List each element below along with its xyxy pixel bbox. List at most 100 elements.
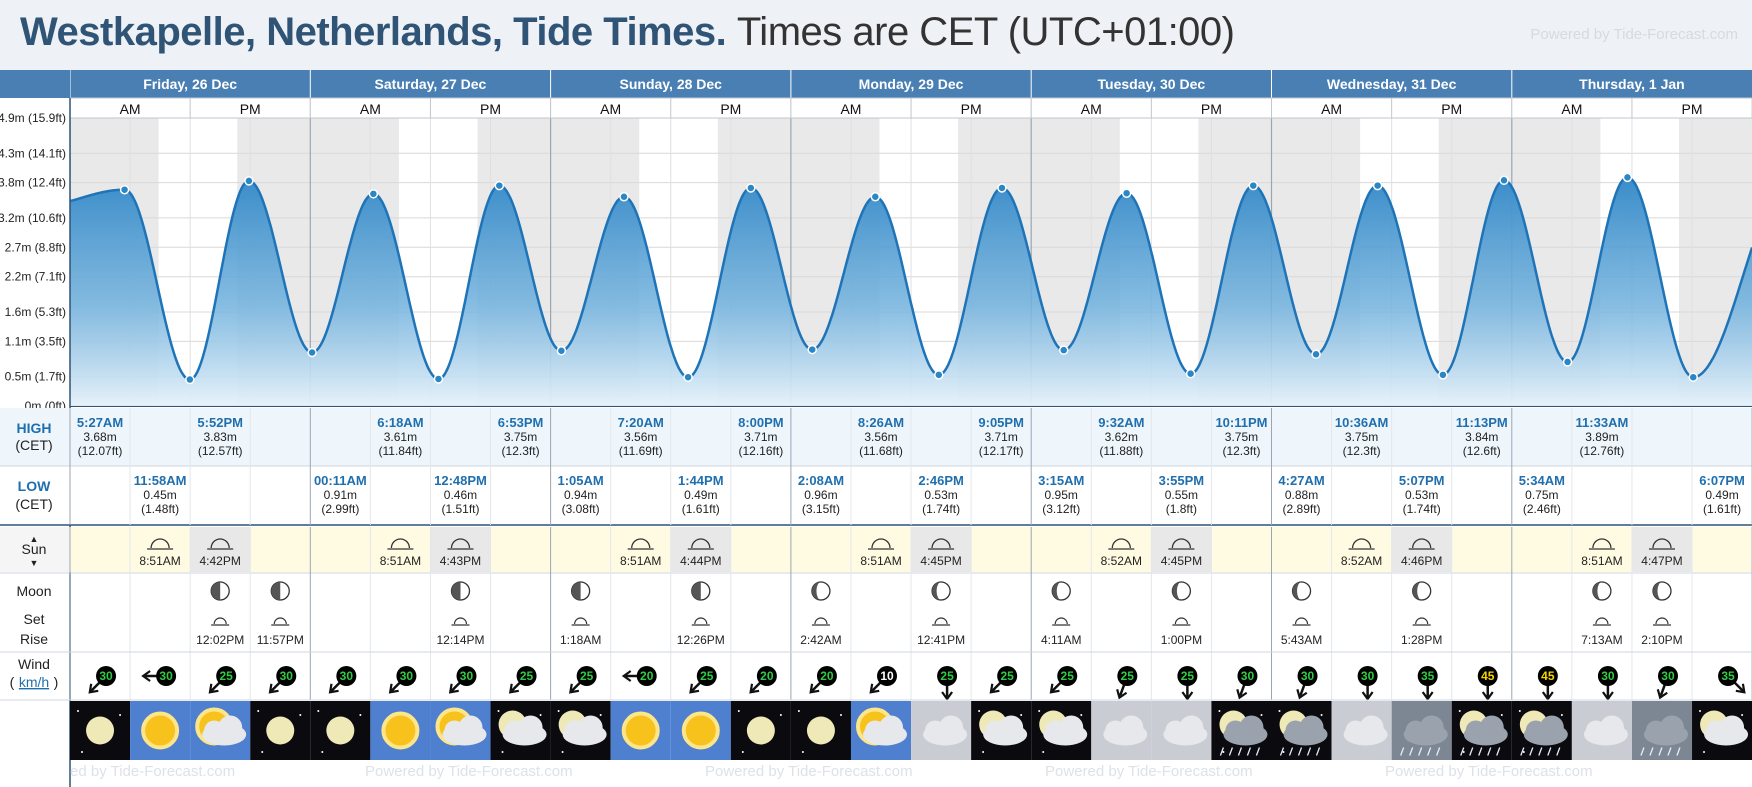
tide-point-high bbox=[244, 176, 254, 186]
am-label: AM bbox=[840, 101, 861, 117]
wind-arrow-icon bbox=[1049, 681, 1062, 694]
powered-by-bottom[interactable]: Powered by Tide-Forecast.com bbox=[1045, 763, 1253, 780]
high-tide-height-ft: (12.3ft) bbox=[1222, 444, 1260, 458]
y-tick-label: 4.9m (15.9ft) bbox=[0, 111, 66, 125]
low-tide-time: 12:48PM bbox=[434, 473, 487, 488]
wind-arrow-icon bbox=[508, 681, 522, 694]
sun-icon bbox=[381, 711, 420, 750]
paren-close: ) bbox=[54, 674, 59, 690]
tide-point-high bbox=[746, 183, 756, 193]
wind-arrow-head bbox=[1236, 689, 1248, 700]
high-tide-height-ft: (12.07ft) bbox=[78, 444, 123, 458]
high-tide-time: 9:32AM bbox=[1098, 415, 1144, 430]
wind-speed: 20 bbox=[640, 669, 654, 683]
pm-label: PM bbox=[1441, 101, 1462, 117]
moon-rise-label: Rise bbox=[20, 631, 48, 647]
wind-speed: 25 bbox=[1000, 669, 1014, 683]
high-tide-time: 5:27AM bbox=[77, 415, 123, 430]
high-tide-time: 8:26AM bbox=[858, 415, 904, 430]
moon-event-time: 7:13AM bbox=[1581, 633, 1622, 647]
low-tide-time: 00:11AM bbox=[314, 473, 367, 488]
wind-speed-badge bbox=[1597, 666, 1618, 686]
cloud-icon bbox=[1720, 715, 1745, 740]
y-tick-label: 0.5m (1.7ft) bbox=[5, 370, 66, 384]
wind-arrow-head bbox=[1735, 683, 1746, 694]
wind-speed-badge bbox=[96, 666, 117, 686]
wind-arrow-icon bbox=[1296, 684, 1308, 700]
star-icon bbox=[1038, 710, 1041, 712]
tz-label: (CET) bbox=[15, 496, 52, 512]
wind-arrow-icon bbox=[388, 681, 401, 694]
cloud-icon bbox=[1659, 715, 1684, 740]
tide-point-high bbox=[997, 183, 1007, 193]
wind-speed-badge bbox=[276, 666, 297, 686]
wind-speed-badge bbox=[1237, 666, 1258, 686]
wind-speed: 25 bbox=[520, 669, 534, 683]
wind-arrow-head bbox=[328, 683, 339, 694]
rain-drop bbox=[1409, 747, 1414, 756]
wind-arrow-head bbox=[1361, 691, 1374, 701]
wind-arrow-head bbox=[141, 670, 151, 682]
powered-by-bottom[interactable]: ed by Tide-Forecast.com bbox=[70, 763, 236, 780]
powered-by-bottom[interactable]: Powered by Tide-Forecast.com bbox=[365, 763, 573, 780]
high-row-label: HIGH bbox=[17, 420, 52, 436]
sunset-time: 4:42PM bbox=[200, 554, 241, 568]
wind-speed-badge bbox=[1477, 666, 1498, 686]
sunset-icon bbox=[450, 538, 471, 549]
moonrise-icon bbox=[453, 617, 468, 625]
powered-by-bottom[interactable]: Powered by Tide-Forecast.com bbox=[1385, 763, 1593, 780]
moon-shadow bbox=[1292, 582, 1302, 600]
low-tide-height-m: 0.88m bbox=[1285, 488, 1318, 502]
rain-drop bbox=[1649, 747, 1654, 756]
star-icon bbox=[797, 710, 800, 712]
tide-point-low bbox=[934, 370, 944, 380]
rain-drop bbox=[1520, 747, 1525, 756]
powered-by-bottom[interactable]: Powered by Tide-Forecast.com bbox=[705, 763, 913, 780]
wind-arrow-head bbox=[689, 683, 700, 694]
wind-speed: 25 bbox=[580, 669, 594, 683]
low-tide-time: 4:27AM bbox=[1278, 473, 1324, 488]
high-tide-time: 6:18AM bbox=[377, 415, 423, 430]
tide-point-high bbox=[1622, 172, 1633, 183]
wind-speed-badge bbox=[1297, 666, 1318, 686]
wind-speed: 35 bbox=[1421, 669, 1435, 683]
wind-speed: 30 bbox=[159, 669, 173, 683]
day-header bbox=[70, 70, 311, 98]
high-tide-time: 7:20AM bbox=[618, 415, 664, 430]
high-tide-height-ft: (11.68ft) bbox=[859, 444, 903, 458]
wind-arrow-icon bbox=[1236, 684, 1248, 700]
cloud-icon bbox=[1059, 715, 1084, 740]
day-header bbox=[1511, 70, 1752, 98]
wind-speed: 45 bbox=[1481, 669, 1495, 683]
wind-arrow-shaft bbox=[811, 681, 822, 692]
low-tide-time: 2:46PM bbox=[918, 473, 964, 488]
powered-by-top[interactable]: Powered by Tide-Forecast.com bbox=[1530, 26, 1738, 43]
am-label: AM bbox=[360, 101, 381, 117]
pm-label: PM bbox=[720, 101, 741, 117]
wind-arrow-icon bbox=[569, 681, 582, 694]
wind-arrow-head bbox=[1481, 691, 1494, 701]
high-tide-height-ft: (12.17ft) bbox=[979, 444, 1024, 458]
star-icon bbox=[1703, 751, 1706, 753]
moonrise-icon bbox=[694, 617, 708, 625]
pm-label: PM bbox=[1201, 101, 1222, 117]
star-icon bbox=[501, 751, 504, 753]
rain-drop bbox=[1306, 747, 1312, 756]
sun-icon bbox=[621, 711, 660, 750]
sunset-icon bbox=[210, 538, 230, 549]
rain-drop bbox=[1496, 747, 1501, 756]
day-header bbox=[1271, 70, 1512, 98]
wind-arrow-head bbox=[809, 683, 820, 694]
moonrise-icon bbox=[213, 617, 227, 625]
low-tide-time: 6:07PM bbox=[1699, 473, 1745, 488]
wind-arrow-shaft bbox=[1051, 681, 1062, 692]
low-tide-height-ft: (1.74ft) bbox=[922, 502, 960, 516]
wind-unit-link[interactable]: km/h bbox=[19, 674, 49, 690]
wind-arrow-shaft bbox=[270, 681, 281, 692]
moon-event-time: 11:57PM bbox=[257, 633, 304, 647]
pm-label: PM bbox=[480, 101, 501, 117]
low-tide-time: 1:44PM bbox=[678, 473, 724, 488]
moonrise-icon bbox=[1294, 617, 1309, 625]
star-icon bbox=[119, 714, 122, 716]
pm-label: PM bbox=[1682, 101, 1703, 117]
